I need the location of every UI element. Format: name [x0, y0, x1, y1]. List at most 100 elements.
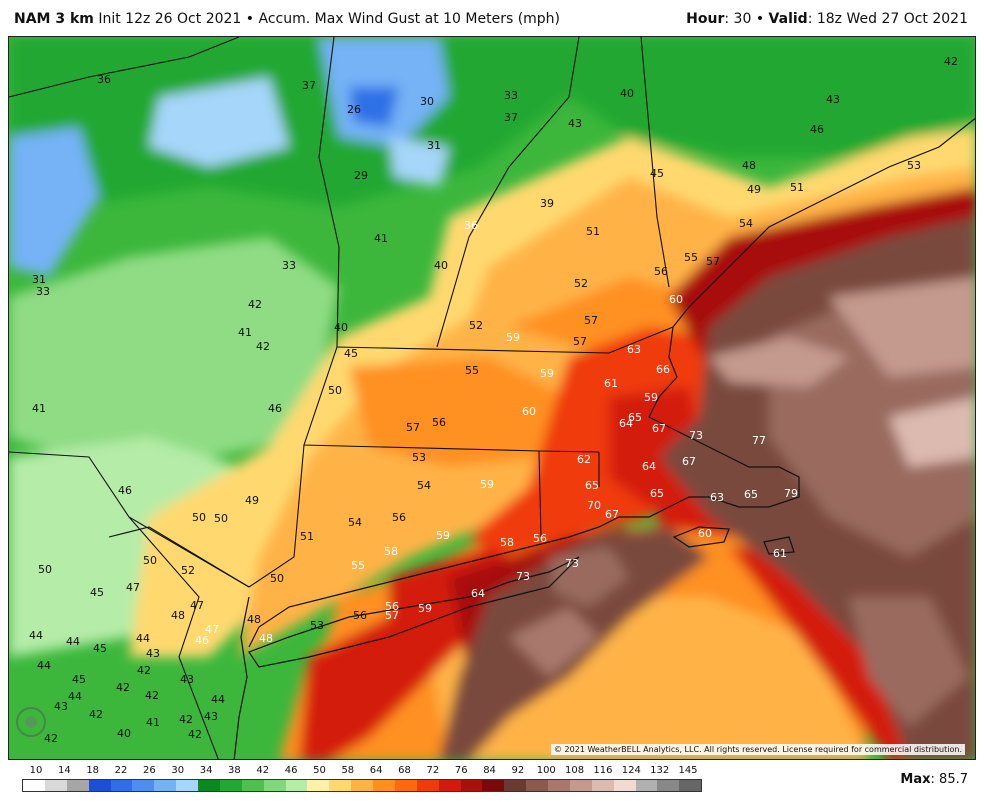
legend-swatch [460, 780, 483, 791]
legend-swatch [373, 780, 395, 791]
gust-label: 56 [392, 511, 406, 524]
legend-tick: 50 [313, 765, 326, 776]
gust-label: 41 [146, 716, 160, 729]
header: NAM 3 km Init 12z 26 Oct 2021 • Accum. M… [0, 0, 984, 36]
gust-label: 64 [642, 460, 656, 473]
gust-label: 46 [268, 402, 282, 415]
gust-label: 61 [604, 377, 618, 390]
init-time: Init 12z 26 Oct 2021 [98, 11, 242, 27]
gust-label: 42 [116, 681, 130, 694]
gust-label: 47 [126, 581, 140, 594]
hour-value: : 30 [724, 11, 752, 27]
gust-label: 53 [907, 159, 921, 172]
gust-label: 59 [540, 367, 554, 380]
gust-label: 42 [137, 664, 151, 677]
legend-swatch [219, 780, 242, 791]
gust-label: 53 [310, 619, 324, 632]
gust-label: 73 [565, 557, 579, 570]
legend-swatch [504, 780, 527, 791]
gust-label: 37 [302, 79, 316, 92]
max-value: Max: 85.7 [900, 772, 968, 787]
gust-label: 54 [739, 217, 753, 230]
legend-tick: 72 [426, 765, 440, 776]
gust-label: 44 [29, 629, 43, 642]
valid-label: Valid [768, 11, 808, 27]
gust-label: 63 [710, 491, 724, 504]
gust-label: 56 [385, 600, 399, 613]
legend-swatch [198, 780, 220, 791]
legend-tick: 42 [256, 765, 270, 776]
legend-tick: 124 [621, 765, 641, 776]
gust-label: 49 [747, 183, 761, 196]
max-number: : 85.7 [930, 772, 968, 787]
gust-label: 44 [68, 690, 82, 703]
gust-label: 65 [650, 487, 664, 500]
gust-label: 43 [568, 117, 582, 130]
legend-tick: 68 [398, 765, 411, 776]
gust-label: 70 [587, 499, 601, 512]
gust-label: 45 [72, 673, 86, 686]
gust-label: 31 [427, 139, 441, 152]
gust-label: 63 [627, 343, 641, 356]
legend-swatch [526, 780, 548, 791]
gust-label: 51 [300, 530, 314, 543]
gust-label: 33 [504, 89, 518, 102]
gust-label: 43 [180, 673, 194, 686]
legend-tick: 22 [114, 765, 128, 776]
gust-label: 65 [585, 479, 599, 492]
legend-swatch [176, 780, 198, 791]
gust-label: 40 [334, 321, 348, 334]
gust-label: 42 [944, 55, 958, 68]
gust-label: 43 [54, 700, 68, 713]
gust-label: 59 [436, 529, 450, 542]
gust-label: 50 [328, 384, 342, 397]
legend-tick: 116 [593, 765, 613, 776]
legend-swatch [241, 780, 264, 791]
gust-label: 46 [195, 634, 209, 647]
gust-label: 65 [744, 488, 758, 501]
legend-swatch [132, 780, 155, 791]
model-name: NAM 3 km [14, 11, 94, 27]
max-label: Max [900, 772, 931, 787]
legend-swatch [679, 780, 702, 791]
gust-label: 67 [652, 422, 666, 435]
legend-swatch [613, 780, 636, 791]
gust-label: 45 [90, 586, 104, 599]
gust-label: 43 [204, 710, 218, 723]
gust-label: 44 [136, 632, 150, 645]
legend-tick: 10 [29, 765, 43, 776]
legend-tick: 76 [454, 765, 468, 776]
gust-label: 73 [516, 570, 530, 583]
gust-label: 55 [684, 251, 698, 264]
gust-label: 56 [533, 532, 547, 545]
legend-swatch [285, 780, 308, 791]
legend-tick: 100 [536, 765, 556, 776]
gust-label: 55 [465, 364, 479, 377]
forecast-hour: Hour: 30 • Valid: 18z Wed 27 Oct 2021 [686, 11, 968, 27]
legend-tick: 38 [228, 765, 241, 776]
gust-label: 57 [706, 255, 720, 268]
gust-label: 44 [37, 659, 51, 672]
gust-label: 61 [773, 547, 787, 560]
gust-label: 42 [256, 340, 270, 353]
gust-label: 47 [190, 599, 204, 612]
product-name: Accum. Max Wind Gust at 10 Meters (mph) [258, 11, 561, 27]
gust-label: 64 [619, 417, 633, 430]
gust-label: 59 [506, 331, 520, 344]
valid-value: : 18z Wed 27 Oct 2021 [807, 11, 968, 27]
logo-mark [16, 707, 46, 737]
legend-tick: 14 [57, 765, 71, 776]
gust-label: 33 [36, 285, 50, 298]
gust-label: 50 [192, 511, 206, 524]
gust-label: 56 [432, 416, 446, 429]
gust-label: 36 [97, 73, 111, 86]
color-legend [22, 779, 702, 792]
hour-label: Hour [686, 11, 725, 27]
legend-swatch [23, 780, 45, 791]
gust-label: 67 [605, 508, 619, 521]
gust-label: 60 [522, 405, 536, 418]
gust-label: 40 [117, 727, 131, 740]
gust-label: 59 [480, 478, 494, 491]
gust-label: 57 [385, 609, 399, 622]
gust-label: 77 [752, 434, 766, 447]
